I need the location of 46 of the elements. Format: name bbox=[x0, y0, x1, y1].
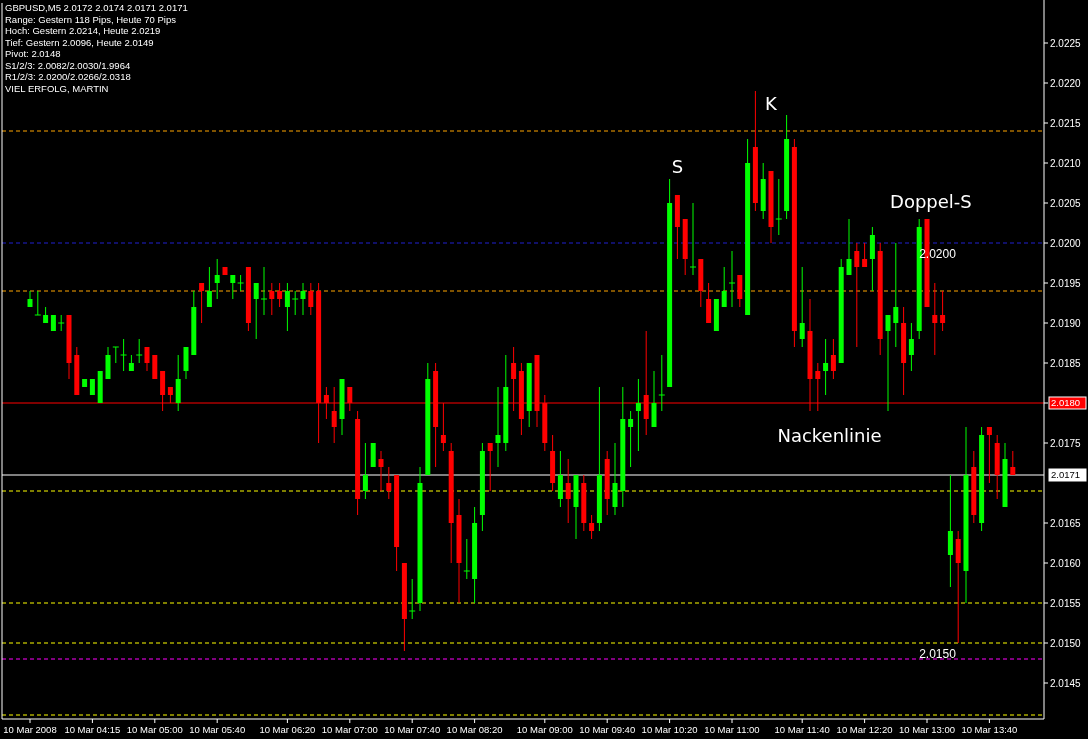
y-tick-label: 2.0160 bbox=[1050, 557, 1082, 569]
x-tick-label: 10 Mar 2008 bbox=[3, 724, 57, 735]
annotation: Range: Gestern 118 Pips, Heute 70 Pips bbox=[5, 13, 177, 25]
x-tick-label: 10 Mar 09:40 bbox=[579, 724, 636, 735]
ref-line-label: 2.0171 bbox=[1051, 469, 1081, 481]
x-tick-label: 10 Mar 05:40 bbox=[189, 724, 246, 735]
x-tick-label: 10 Mar 06:20 bbox=[259, 724, 316, 735]
x-tick-label: 10 Mar 07:40 bbox=[384, 724, 441, 735]
x-tick-label: 10 Mar 13:40 bbox=[961, 724, 1018, 735]
y-tick-label: 2.0155 bbox=[1050, 597, 1082, 609]
y-tick-label: 2.0190 bbox=[1050, 317, 1082, 329]
x-tick-label: 10 Mar 09:00 bbox=[516, 724, 573, 735]
annotation: VIEL ERFOLG, MARTIN bbox=[5, 82, 109, 94]
y-tick-label: 2.0145 bbox=[1050, 677, 1082, 689]
y-tick-label: 2.0215 bbox=[1050, 117, 1082, 129]
annotation: K bbox=[765, 93, 779, 115]
annotation: Nackenlinie bbox=[777, 425, 882, 447]
x-tick-label: 10 Mar 11:00 bbox=[704, 724, 760, 735]
y-tick-label: 2.0205 bbox=[1050, 197, 1082, 209]
x-tick-label: 10 Mar 05:00 bbox=[126, 724, 183, 735]
y-tick-label: 2.0150 bbox=[1050, 637, 1082, 649]
x-tick-label: 10 Mar 11:40 bbox=[774, 724, 830, 735]
x-tick-label: 10 Mar 13:00 bbox=[899, 724, 955, 735]
y-tick-label: 2.0225 bbox=[1050, 37, 1082, 49]
x-tick-label: 10 Mar 10:20 bbox=[641, 724, 698, 735]
ref-line-label: 2.0180 bbox=[1051, 397, 1081, 409]
annotation: S bbox=[671, 156, 684, 178]
annotation: Hoch: Gestern 2.0214, Heute 2.0219 bbox=[5, 25, 161, 36]
y-tick-label: 2.0210 bbox=[1050, 157, 1082, 169]
x-tick-label: 10 Mar 07:00 bbox=[321, 724, 378, 735]
y-tick-label: 2.0220 bbox=[1050, 77, 1082, 89]
y-tick-label: 2.0195 bbox=[1050, 277, 1082, 289]
annotation: Pivot: 2.0148 bbox=[5, 48, 61, 59]
annotation: Tief: Gestern 2.0096, Heute 2.0149 bbox=[5, 36, 154, 48]
ref-line-label: 2.0150 bbox=[919, 647, 957, 661]
annotation: S1/2/3: 2.0082/2.0030/1.9964 bbox=[5, 59, 131, 71]
x-tick-label: 10 Mar 04:15 bbox=[64, 724, 121, 735]
annotation: Doppel-S bbox=[890, 191, 972, 213]
y-tick-label: 2.0200 bbox=[1050, 237, 1082, 249]
y-tick-label: 2.0175 bbox=[1050, 437, 1082, 449]
x-tick-label: 10 Mar 08:20 bbox=[446, 724, 503, 735]
x-tick-label: 10 Mar 12:20 bbox=[836, 724, 893, 735]
chart-title: GBPUSD,M5 2.0172 2.0174 2.0171 2.0171 bbox=[5, 2, 188, 13]
y-tick-label: 2.0185 bbox=[1050, 357, 1082, 369]
annotation: R1/2/3: 2.0200/2.0266/2.0318 bbox=[5, 71, 131, 82]
y-tick-label: 2.0165 bbox=[1050, 517, 1082, 529]
